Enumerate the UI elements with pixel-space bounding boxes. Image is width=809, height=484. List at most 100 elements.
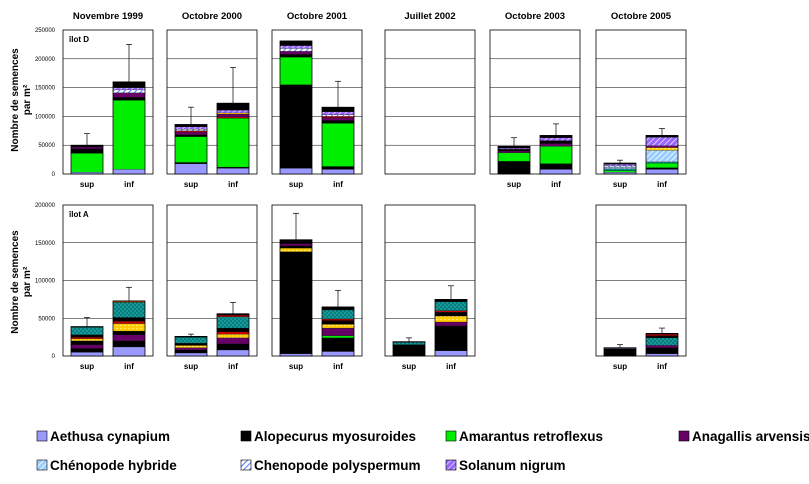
bar-segment [112,346,146,357]
bar-segment [603,168,637,171]
bar-inf [645,128,679,175]
bar-segment [174,345,208,348]
bar-segment [434,301,468,311]
bar-segment [434,312,468,317]
bar-sup [279,212,313,357]
bar-sup [603,344,637,357]
legend-label: Chénopode hybride [50,458,177,473]
y-tick-label: 150000 [35,241,56,247]
bar-segment [539,169,573,175]
x-category-label-sup: sup [80,180,94,189]
panel-ilot-d-octobre-2001: sup inf [271,29,363,189]
column-title-octobre-2001: Octobre 2001 [287,11,348,22]
bar-segment [279,251,313,354]
bar-segment [216,316,250,329]
bar-segment [112,87,146,91]
legend-label: Solanum nigrum [459,458,566,473]
bar-segment [603,164,637,167]
bar-segment [279,45,313,49]
bar-segment [392,342,426,345]
bar-segment [216,343,250,351]
bar-segment [645,169,679,175]
legend-label: Anagallis arvensis [692,429,809,444]
bar-segment [603,348,637,357]
legend-swatch [36,430,48,442]
column-title-octobre-2005: Octobre 2005 [611,11,672,22]
bar-inf [112,286,146,357]
bar-sup [497,137,531,175]
x-category-label-sup: sup [184,180,198,189]
bar-segment [645,137,679,146]
bar-segment [279,51,313,55]
bar-segment [321,320,355,325]
legend-swatch [240,430,252,442]
x-category-label-inf: inf [551,180,561,189]
bar-outline [279,40,313,175]
bar-sup [174,333,208,357]
bar-segment [216,103,250,111]
bar-segment [279,168,313,175]
bar-segment [497,152,531,162]
bar-segment [216,166,250,169]
legend-label: Amarantus retroflexus [459,429,603,444]
legend-label: Alopecurus myosuroides [254,429,416,444]
panel-frame [384,29,476,175]
x-category-label-sup: sup [613,180,627,189]
bar-segment [216,337,250,345]
bar-segment [321,117,355,121]
bar-inf [539,123,573,175]
bar-segment [112,323,146,332]
y-axis-label-top-line2: par m² [22,84,33,115]
bar-sup [70,317,104,357]
bar-segment [216,333,250,339]
bar-segment [174,162,208,164]
y-tick-label: 250000 [35,28,56,34]
plot-label-ilot-d: îlot D [68,35,89,44]
bar-segment [174,128,208,131]
bar-segment [174,337,208,344]
x-category-label-inf: inf [333,180,343,189]
bar-segment [112,97,146,101]
bar-segment [174,126,208,130]
panel-ilot-d-octobre-2005: sup inf [595,29,687,189]
bar-sup [603,159,637,175]
bar-segment [174,347,208,351]
panel-ilot-a-octobre-2005: sup inf [595,204,687,371]
bar-segment [70,334,104,338]
bar-segment [645,333,679,336]
bar-segment [174,131,208,135]
x-category-label-sup: sup [80,362,94,371]
plot-label-ilot-a: îlot A [68,210,89,219]
bar-segment [645,147,679,151]
bar-segment [645,345,679,348]
bar-segment [174,343,208,346]
bar-segment [112,81,146,88]
bar-segment [70,344,104,349]
bar-segment [645,150,679,163]
y-tick-label: 100000 [35,114,56,120]
bar-sup [279,40,313,175]
bar-segment [321,337,355,352]
bar-segment [539,163,573,170]
bar-segment [321,306,355,311]
bar-inf [321,289,355,357]
y-tick-label: 50000 [38,316,55,322]
bar-segment [497,161,531,175]
bar-segment [279,247,313,252]
bar-segment [603,170,637,173]
bar-segment [645,145,679,148]
x-category-label-sup: sup [289,180,303,189]
bar-segment [216,168,250,175]
column-title-juillet-2002: Juillet 2002 [404,11,455,22]
bar-sup [174,106,208,175]
bar-segment [70,153,104,173]
bar-segment [434,310,468,313]
bar-segment [279,56,313,85]
bar-segment [321,327,355,336]
bar-segment [279,84,313,169]
bar-segment [497,149,531,152]
bar-segment [112,317,146,322]
bar-segment [321,116,355,118]
bar-segment [321,123,355,167]
bar-segment [112,334,146,342]
